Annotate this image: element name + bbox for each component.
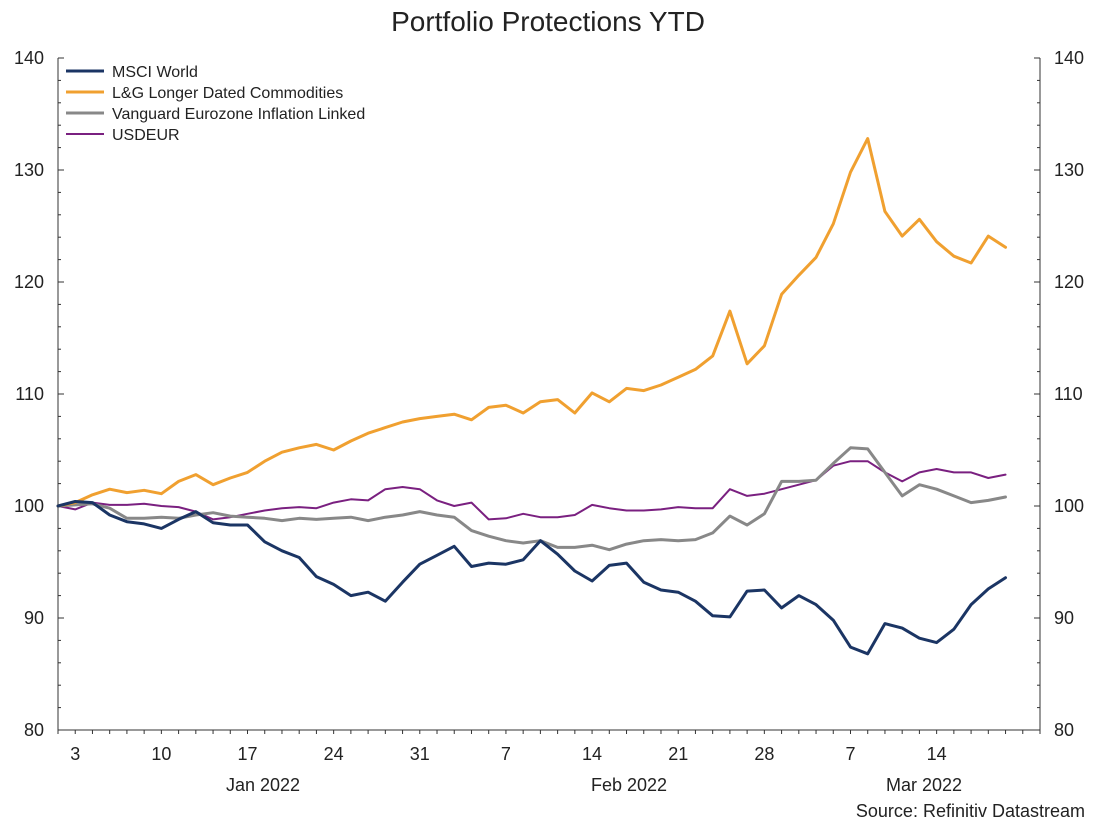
series-line-vanguard-eurozone-inflation-linked [56,446,1007,552]
legend-label: Vanguard Eurozone Inflation Linked [112,106,365,123]
series-line-msci-world [56,500,1007,656]
y-tick-label-left: 80 [24,720,44,740]
x-tick-label: 7 [501,744,511,764]
y-tick-label-left: 100 [14,496,44,516]
y-tick-label-left: 110 [15,384,44,404]
x-month-label: Feb 2022 [591,775,667,795]
series-layer [56,137,1007,656]
y-tick-label-right: 110 [1054,384,1083,404]
x-tick-label: 28 [754,744,774,764]
x-month-label: Jan 2022 [226,775,300,795]
y-tick-label-left: 90 [24,608,44,628]
chart-title: Portfolio Protections YTD [391,6,705,37]
y-tick-label-right: 120 [1054,272,1084,292]
y-tick-label-right: 80 [1054,720,1074,740]
source-label: Source: Refinitiv Datastream [856,801,1085,821]
x-tick-label: 10 [151,744,171,764]
y-tick-label-left: 130 [14,160,44,180]
y-tick-label-left: 140 [14,48,44,68]
x-tick-label: 17 [237,744,257,764]
x-tick-label: 24 [324,744,344,764]
legend-label: L&G Longer Dated Commodities [112,85,343,102]
x-tick-label: 14 [582,744,602,764]
series-line-usdeur [57,460,1007,521]
x-tick-label: 14 [927,744,947,764]
x-tick-label: 21 [668,744,688,764]
legend: MSCI World L&G Longer Dated Commodities Va… [66,64,365,144]
y-tick-label-left: 120 [14,272,44,292]
x-month-label: Mar 2022 [886,775,962,795]
legend-label: USDEUR [112,127,180,144]
y-tick-label-right: 100 [1054,496,1084,516]
legend-label: MSCI World [112,64,198,81]
y-tick-label-right: 130 [1054,160,1084,180]
x-tick-label: 31 [410,744,430,764]
x-tick-label: 7 [845,744,855,764]
y-tick-label-right: 140 [1054,48,1084,68]
x-tick-label: 3 [70,744,80,764]
y-tick-label-right: 90 [1054,608,1074,628]
series-line-l-g-longer-dated-commodities [56,137,1007,508]
